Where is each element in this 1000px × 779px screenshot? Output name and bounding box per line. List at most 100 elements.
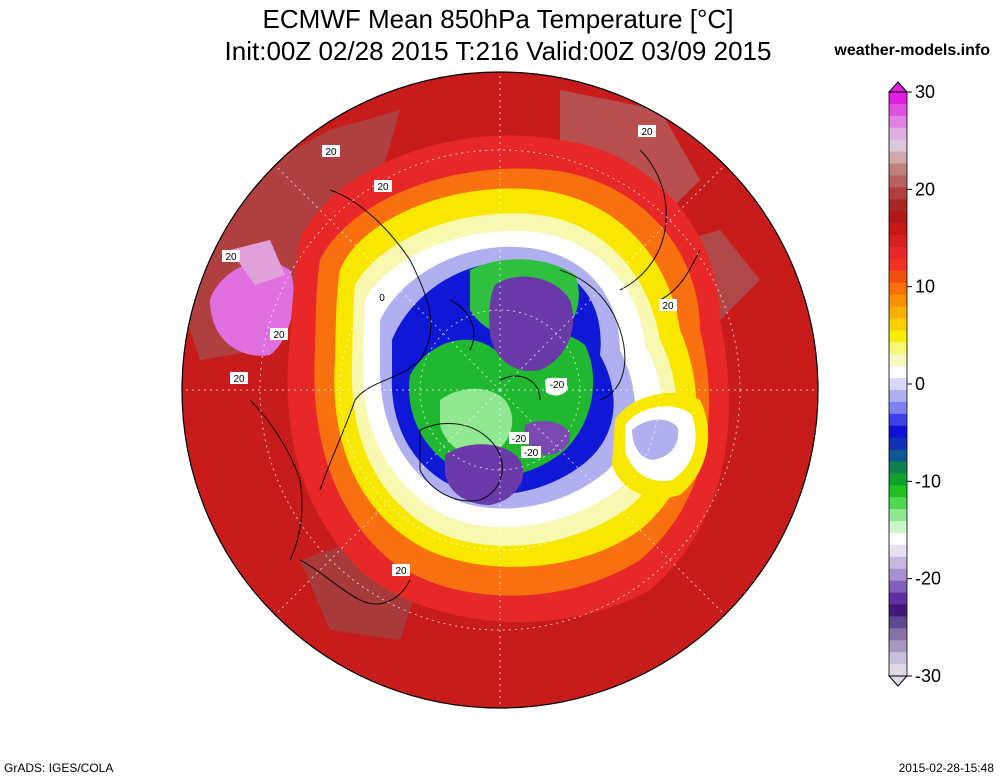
page-subtitle: Init:00Z 02/28 2015 T:216 Valid:00Z 03/0…	[224, 36, 772, 66]
colorbar-tick-label: 0	[915, 374, 925, 394]
colorbar-swatch	[889, 604, 907, 618]
svg-text:-20: -20	[512, 434, 527, 445]
svg-text:20: 20	[395, 566, 407, 577]
colorbar-swatch	[889, 246, 907, 260]
colorbar-swatch	[889, 211, 907, 224]
colorbar-tick-label: 10	[915, 277, 935, 297]
colorbar-swatch	[889, 366, 907, 379]
colorbar-tick-label: 20	[915, 179, 935, 199]
colorbar-bottom-arrow	[887, 675, 909, 687]
region-atlantic-lavender	[632, 419, 679, 460]
colorbar-swatch	[889, 354, 907, 367]
colorbar-tick-label: 30	[915, 82, 935, 102]
colorbar-swatch	[889, 532, 907, 546]
colorbar-swatch	[889, 342, 907, 355]
region-hot-pink	[230, 240, 285, 285]
contour-label: 20	[222, 250, 240, 263]
colorbar-swatch	[889, 235, 907, 248]
svg-text:-20: -20	[550, 380, 565, 391]
colorbar-swatch	[889, 401, 907, 415]
site-credit: weather-models.info	[834, 42, 990, 59]
contour-label: -20	[521, 446, 541, 459]
colorbar-swatch	[889, 151, 907, 165]
contour-label: -20	[509, 432, 529, 445]
colorbar-swatch	[889, 544, 907, 558]
contour-label: 20	[374, 180, 392, 193]
svg-text:20: 20	[641, 127, 653, 138]
colorbar-swatch	[889, 580, 907, 594]
svg-text:20: 20	[273, 330, 285, 341]
colorbar-tick-label: -30	[915, 666, 941, 686]
contour-label: 20	[659, 299, 677, 312]
colorbar-swatch	[889, 115, 907, 129]
colorbar-tick-label: -20	[915, 569, 941, 589]
colorbar-swatch	[889, 199, 907, 212]
colorbar-tick-label: -10	[915, 471, 941, 491]
colorbar-swatch	[889, 664, 907, 677]
colorbar-swatch	[889, 413, 907, 427]
colorbar-swatches	[888, 91, 908, 677]
region-purple-cold-2	[445, 444, 524, 505]
colorbar-swatch	[889, 616, 907, 629]
region-light-green	[440, 388, 513, 456]
colorbar-swatch	[889, 378, 907, 391]
colorbar-swatch	[889, 175, 907, 188]
svg-text:20: 20	[662, 301, 674, 312]
svg-text:-20: -20	[524, 448, 539, 459]
colorbar-swatch	[889, 127, 907, 141]
colorbar-swatch	[889, 318, 907, 331]
colorbar-swatch	[889, 449, 907, 463]
colorbar-swatch	[889, 163, 907, 177]
colorbar-swatch	[889, 139, 907, 153]
colorbar-swatch	[889, 521, 907, 534]
contour-label: 20	[230, 372, 248, 385]
contour-label: 0	[377, 291, 387, 304]
colorbar-swatch	[889, 485, 907, 498]
colorbar-swatch	[889, 652, 907, 665]
colorbar-swatch	[889, 473, 907, 486]
map-disc	[182, 72, 818, 708]
footer-credit: GrADS: IGES/COLA	[4, 761, 114, 775]
colorbar-swatch	[889, 330, 907, 343]
colorbar-swatch	[889, 306, 907, 320]
contour-label: 20	[322, 145, 340, 158]
contour-label: 20	[392, 564, 410, 577]
colorbar-swatch	[889, 187, 907, 200]
colorbar-swatch	[889, 497, 907, 510]
colorbar-top-arrow	[887, 81, 909, 93]
region-purple-cold-1	[489, 276, 574, 371]
colorbar-swatch	[889, 103, 907, 117]
contour-label: -20	[547, 378, 567, 391]
colorbar-swatch	[889, 640, 907, 653]
coastlines	[249, 149, 701, 605]
footer-timestamp: 2015-02-28-15:48	[898, 761, 994, 775]
colorbar-swatch	[889, 592, 907, 606]
svg-text:20: 20	[325, 147, 337, 158]
colorbar-swatch	[889, 628, 907, 641]
colorbar-swatch	[889, 282, 907, 296]
colorbar-swatch	[889, 92, 907, 105]
svg-text:0: 0	[379, 293, 385, 304]
colorbar-labels: 30 20 10 0 -10 -20 -30	[907, 82, 941, 686]
colorbar-swatch	[889, 437, 907, 451]
contour-label: 20	[638, 125, 656, 138]
colorbar-swatch	[889, 509, 907, 522]
colorbar-swatch	[889, 425, 907, 439]
colorbar-swatch	[889, 258, 907, 272]
svg-text:20: 20	[225, 252, 237, 263]
colorbar-swatch	[889, 389, 907, 403]
colorbar-swatch	[889, 270, 907, 284]
page-title: ECMWF Mean 850hPa Temperature [°C]	[262, 4, 734, 34]
colorbar-swatch	[889, 556, 907, 570]
colorbar-swatch	[889, 461, 907, 474]
colorbar-swatch	[889, 223, 907, 236]
contour-labels: 20 20 20 20 20 20 20 0 -20 -20 -20 20	[222, 125, 677, 577]
svg-text:20: 20	[233, 374, 245, 385]
colorbar-swatch	[889, 294, 907, 308]
region-warm-brown-north	[560, 90, 700, 220]
colorbar-swatch	[889, 568, 907, 582]
map-border	[181, 71, 819, 709]
graticule	[182, 72, 818, 708]
